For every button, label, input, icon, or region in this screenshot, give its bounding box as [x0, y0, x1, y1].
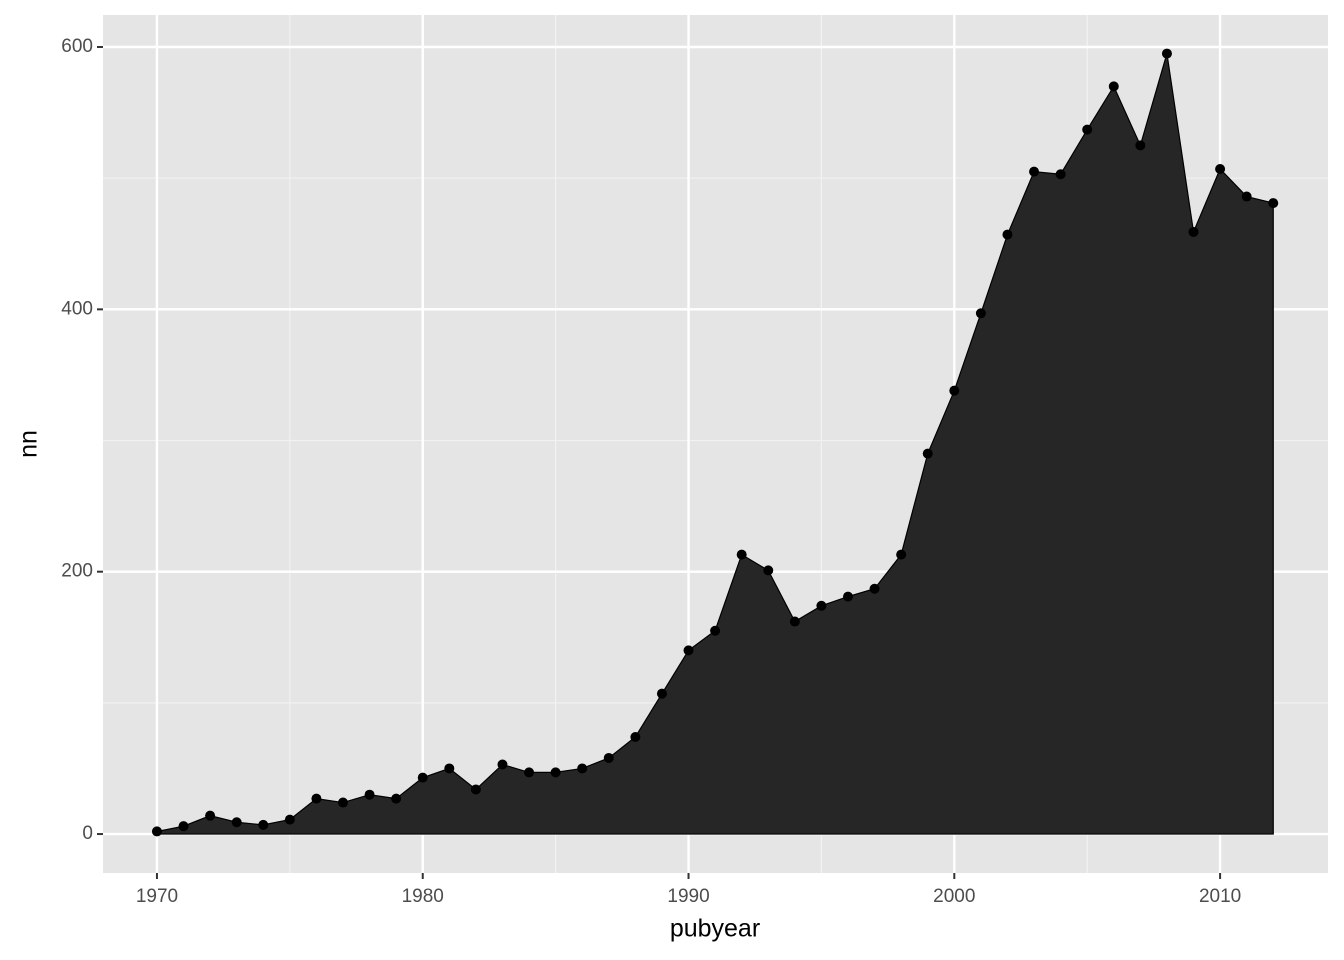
point: [1135, 140, 1145, 150]
point: [391, 794, 401, 804]
y-tick-label: 200: [61, 561, 93, 582]
point: [444, 763, 454, 773]
point: [684, 645, 694, 655]
point: [232, 817, 242, 827]
x-tick-label: 1990: [667, 886, 709, 907]
point: [471, 784, 481, 794]
point: [630, 732, 640, 742]
x-tick-label: 2010: [1199, 886, 1241, 907]
point: [790, 617, 800, 627]
y-tick-label: 0: [82, 823, 93, 844]
point: [949, 386, 959, 396]
y-tick-label: 400: [61, 298, 93, 319]
y-tick-label: 600: [61, 36, 93, 57]
point: [923, 449, 933, 459]
point: [205, 811, 215, 821]
point: [604, 753, 614, 763]
point: [418, 773, 428, 783]
point: [763, 565, 773, 575]
point: [870, 584, 880, 594]
point: [710, 626, 720, 636]
point: [1189, 227, 1199, 237]
point: [524, 767, 534, 777]
point: [338, 798, 348, 808]
point: [311, 794, 321, 804]
point: [1002, 230, 1012, 240]
chart: pubyear nn 0 200 400 600 1970 1980 1990 2000 201…: [0, 0, 1344, 960]
y-axis-title: nn: [15, 430, 43, 458]
point: [1109, 81, 1119, 91]
point: [152, 826, 162, 836]
point: [179, 821, 189, 831]
point: [365, 790, 375, 800]
x-tick-label: 1970: [136, 886, 178, 907]
point: [285, 815, 295, 825]
x-tick-label: 1980: [402, 886, 444, 907]
point: [1242, 192, 1252, 202]
x-axis-title: pubyear: [670, 915, 760, 943]
point: [1215, 164, 1225, 174]
point: [976, 308, 986, 318]
point: [657, 689, 667, 699]
point: [258, 820, 268, 830]
point: [1162, 49, 1172, 59]
point: [843, 592, 853, 602]
x-tick-label: 2000: [933, 886, 975, 907]
point: [896, 550, 906, 560]
point: [577, 763, 587, 773]
point: [1056, 169, 1066, 179]
point: [737, 550, 747, 560]
point: [1082, 125, 1092, 135]
point: [816, 601, 826, 611]
point: [497, 760, 507, 770]
point: [551, 767, 561, 777]
point: [1029, 167, 1039, 177]
point: [1268, 198, 1278, 208]
